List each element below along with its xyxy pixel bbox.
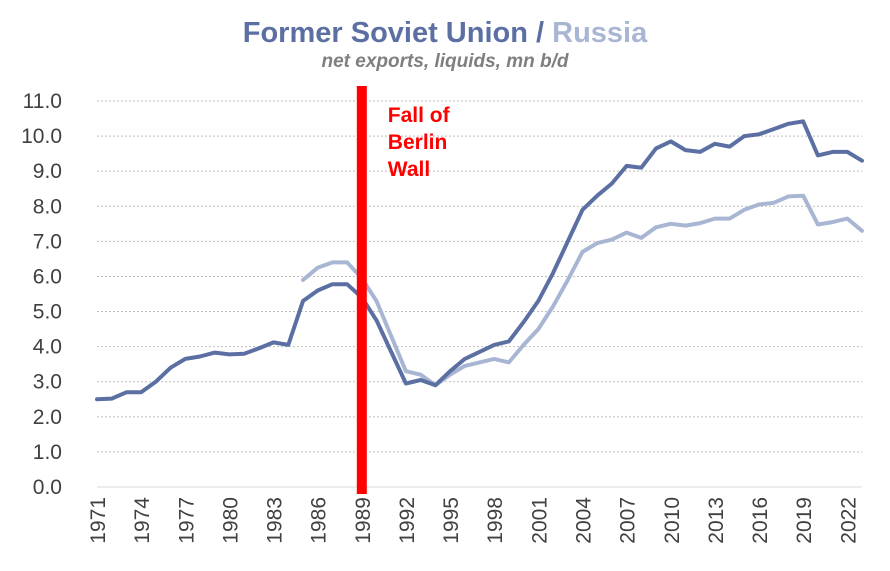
x-tick-label: 1971 <box>87 497 110 544</box>
gridlines <box>97 100 862 488</box>
y-tick-label: 8.0 <box>33 195 62 218</box>
y-tick-label: 9.0 <box>33 160 62 183</box>
y-tick-label: 10.0 <box>21 125 62 148</box>
x-tick-label: 1998 <box>484 497 507 544</box>
annotation-label-line: Berlin <box>388 131 448 154</box>
series-line-russia <box>301 193 864 388</box>
x-tick-label: 1989 <box>352 497 375 544</box>
x-axis: 1971 1974 1977 1980 1983 1986 1989 1992 1995 1998… <box>87 497 860 544</box>
series-lines <box>95 119 864 402</box>
x-tick-label: 2016 <box>749 497 772 544</box>
y-axis: 0.0 1.0 2.0 3.0 4.0 5.0 6.0 7.0 8.0 9.0 10.0 11.0 <box>21 90 62 499</box>
y-tick-label: 11.0 <box>23 90 62 113</box>
x-tick-label: 1980 <box>219 497 242 544</box>
series-line-fsu <box>95 119 864 402</box>
annotation-label-line: Fall of <box>388 104 451 127</box>
y-tick-label: 7.0 <box>33 230 62 253</box>
x-tick-label: 1974 <box>131 497 154 544</box>
x-tick-label: 1986 <box>308 497 331 544</box>
x-tick-label: 2022 <box>837 497 860 544</box>
x-tick-label: 1977 <box>175 497 198 544</box>
title-fsu: Former Soviet Union <box>242 17 528 49</box>
y-tick-label: 5.0 <box>33 301 62 324</box>
x-tick-label: 2019 <box>793 497 816 544</box>
y-tick-label: 3.0 <box>33 371 62 394</box>
y-tick-label: 2.0 <box>33 406 62 429</box>
x-tick-label: 2004 <box>572 497 595 544</box>
y-tick-label: 4.0 <box>33 336 62 359</box>
chart-title: Former Soviet Union / Russia <box>0 16 890 50</box>
x-tick-label: 1983 <box>264 497 287 544</box>
annotation-label-line: Wall <box>388 158 430 181</box>
annotations: Fall of Berlin Wall <box>356 86 451 494</box>
x-tick-label: 1992 <box>396 497 419 544</box>
x-tick-label: 2007 <box>617 497 640 544</box>
x-tick-label: 2013 <box>705 497 728 544</box>
title-separator: / <box>527 17 553 49</box>
y-tick-label: 6.0 <box>33 265 62 288</box>
x-tick-label: 1995 <box>440 497 463 544</box>
title-russia: Russia <box>552 17 648 49</box>
x-tick-label: 2010 <box>661 497 684 544</box>
chart-subtitle: net exports, liquids, mn b/d <box>321 51 569 72</box>
fall-of-berlin-wall-marker <box>356 86 367 494</box>
y-tick-label: 1.0 <box>33 441 62 464</box>
x-tick-label: 2001 <box>528 497 551 544</box>
y-tick-label: 0.0 <box>33 476 62 499</box>
